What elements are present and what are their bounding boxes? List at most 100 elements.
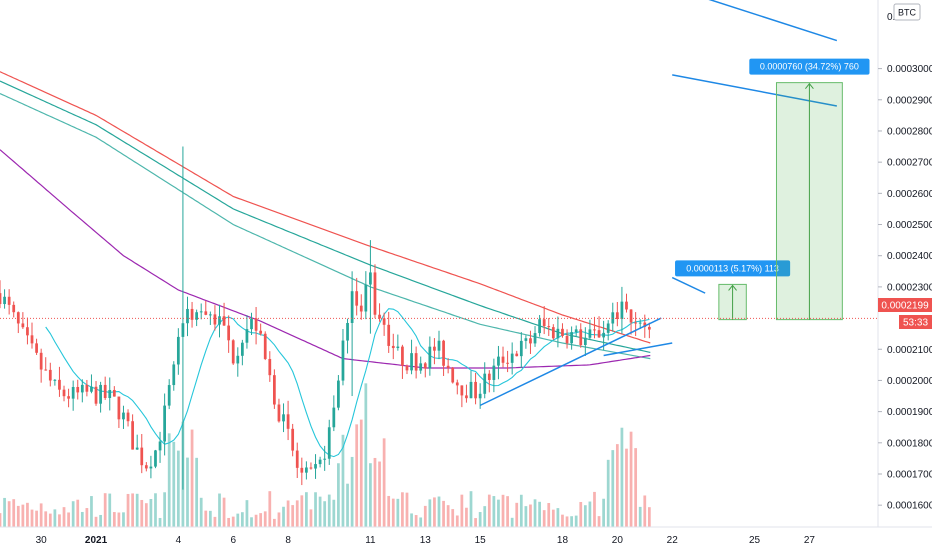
candle-body: [574, 329, 578, 333]
volume-bar: [122, 512, 125, 527]
time-tick-label: 13: [420, 535, 432, 546]
projection-label-box[interactable]: [675, 260, 791, 277]
volume-bar: [149, 499, 153, 527]
volume-bar: [474, 518, 477, 527]
volume-bar: [611, 450, 615, 527]
candle-body: [327, 427, 331, 459]
volume-bar: [346, 483, 349, 527]
candle-body: [131, 421, 134, 450]
candle-body: [277, 404, 281, 422]
volume-bar: [478, 512, 482, 527]
price-tick-label: 0.0001800: [887, 438, 932, 449]
candle-body: [542, 319, 546, 327]
candle-body: [341, 340, 345, 381]
volume-bar: [140, 499, 144, 527]
volume-bar: [305, 492, 308, 527]
projection-label-box[interactable]: [749, 58, 870, 75]
volume-bar: [12, 499, 16, 527]
volume-bar: [382, 438, 386, 527]
candle-body: [213, 314, 217, 325]
volume-bar: [455, 515, 459, 527]
volume-bar: [570, 516, 573, 527]
volume-bar: [213, 516, 217, 527]
candle-body: [195, 312, 199, 320]
candle-body: [405, 365, 409, 371]
time-axis[interactable]: 30 2021 4 6 8 11 13 15 18 20 22 25 27: [36, 535, 816, 546]
candle-body: [428, 346, 432, 369]
candle-body: [76, 386, 80, 393]
volume-bar: [538, 501, 541, 527]
volume-bar: [355, 424, 359, 527]
volume-bar: [90, 496, 93, 527]
candle-body: [583, 337, 587, 345]
volume-bar: [556, 508, 560, 527]
volume-bar: [442, 500, 445, 527]
candle-body: [593, 329, 596, 331]
volume-bar: [446, 505, 450, 527]
volume-bar: [433, 497, 436, 527]
candle-body: [538, 319, 541, 334]
trendline[interactable]: [479, 317, 662, 407]
volume-bar: [135, 493, 139, 527]
volume-bar: [199, 497, 203, 527]
volume-bar: [48, 513, 52, 527]
candle-body: [108, 389, 112, 399]
price-axis[interactable]: 0.0003000 0.0002900 0.0002800 0.0002700 0.00…: [878, 64, 932, 512]
candle-body: [158, 441, 162, 451]
volume-bar: [259, 513, 263, 527]
volume-bar: [387, 495, 391, 527]
volume-bar: [85, 508, 89, 527]
trendline[interactable]: [671, 276, 706, 294]
time-tick-label: 4: [176, 535, 182, 546]
volume-bar: [26, 502, 29, 527]
time-tick-label: 11: [365, 535, 376, 546]
candle-body: [588, 329, 592, 338]
price-tick-label: 0.0002800: [887, 126, 932, 137]
candle-body: [634, 322, 638, 324]
volume-bar: [369, 463, 372, 527]
volume-bar: [144, 503, 148, 527]
currency-badge[interactable]: [893, 3, 921, 21]
volume-bar: [112, 512, 116, 527]
time-tick-label: 8: [285, 535, 291, 546]
candle-body: [323, 458, 327, 460]
candle-body: [263, 333, 267, 359]
candle-body: [135, 447, 139, 450]
volume-bar: [551, 509, 555, 527]
time-tick-label: 6: [230, 535, 236, 546]
volume-bar: [410, 513, 413, 527]
volume-bar: [282, 506, 285, 527]
volume-bar: [620, 427, 624, 527]
trendline[interactable]: [603, 342, 673, 357]
candle-body: [355, 291, 359, 306]
candle-body: [231, 340, 235, 364]
candle-body: [638, 322, 642, 324]
candle-body: [149, 466, 153, 469]
price-projections[interactable]: 0.0000113 (5.17%) 113 0.0000760 (34.72%) …: [675, 58, 870, 321]
candle-body: [199, 311, 203, 313]
candle-body: [0, 293, 2, 305]
volume-bar: [62, 507, 66, 527]
volume-bar: [378, 461, 381, 527]
trendline[interactable]: [672, 0, 838, 42]
volume-bar: [451, 509, 455, 527]
volume-bar: [414, 515, 418, 527]
candle-body: [172, 364, 176, 386]
volume-bar: [103, 493, 107, 527]
candle-body: [451, 367, 455, 383]
candle-body: [167, 385, 171, 406]
volume-bar: [3, 497, 6, 527]
fast-moving-average-line: [45, 308, 650, 458]
volume-bar: [35, 510, 38, 527]
price-tick-label: 0.0001900: [887, 407, 932, 418]
candle-body: [254, 318, 258, 331]
price-tick-label: 0.0002900: [887, 95, 932, 106]
volume-bar: [39, 503, 43, 527]
candle-body: [85, 384, 89, 392]
volume-bar: [510, 517, 514, 527]
volume-bar: [291, 505, 295, 527]
candle-body: [144, 465, 148, 469]
candle-body: [204, 311, 208, 315]
volume-bar: [21, 504, 25, 527]
